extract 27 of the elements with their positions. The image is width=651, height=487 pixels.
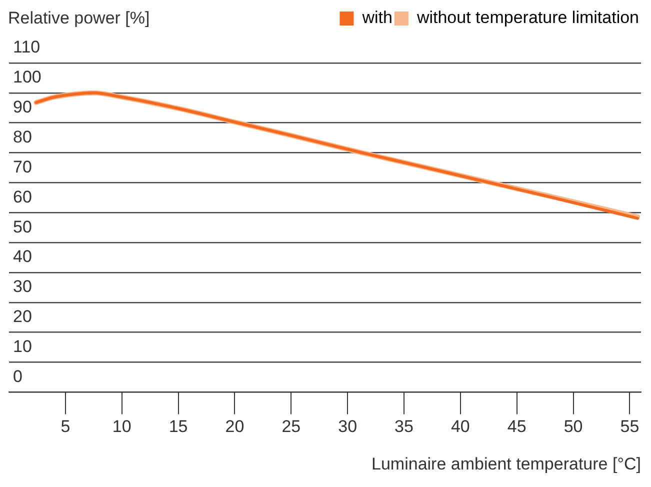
x-tick-label: 10 <box>112 417 132 436</box>
legend-label: with <box>361 8 392 28</box>
x-tick-label: 5 <box>60 417 70 436</box>
x-tick-label: 25 <box>282 417 301 436</box>
y-tick-label: 110 <box>13 38 40 57</box>
x-tick-label: 45 <box>507 417 526 436</box>
legend-label: without temperature limitation <box>416 8 639 28</box>
y-tick-label: 70 <box>13 157 32 176</box>
y-tick-label: 90 <box>13 98 32 117</box>
x-tick-label: 50 <box>564 417 583 436</box>
y-tick-label: 10 <box>13 336 32 356</box>
y-tick-label: 20 <box>13 307 32 326</box>
y-tick-label: 40 <box>13 247 32 266</box>
y-tick-label: 0 <box>13 366 22 386</box>
y-axis-title: Relative power [%] <box>8 8 150 28</box>
x-axis-title: Luminaire ambient temperature [°C] <box>372 454 641 474</box>
y-tick-label: 60 <box>13 187 32 206</box>
y-tick-label: 30 <box>13 277 32 296</box>
x-tick-label: 15 <box>168 417 188 436</box>
x-tick-label: 35 <box>394 417 414 436</box>
y-tick-label: 50 <box>13 217 32 236</box>
y-tick-label: 100 <box>13 68 42 87</box>
x-tick-label: 40 <box>450 417 470 436</box>
x-tick-label: 30 <box>338 417 358 436</box>
x-tick-label: 55 <box>620 417 640 436</box>
x-tick-label: 20 <box>225 417 244 436</box>
y-tick-label: 80 <box>13 127 32 146</box>
